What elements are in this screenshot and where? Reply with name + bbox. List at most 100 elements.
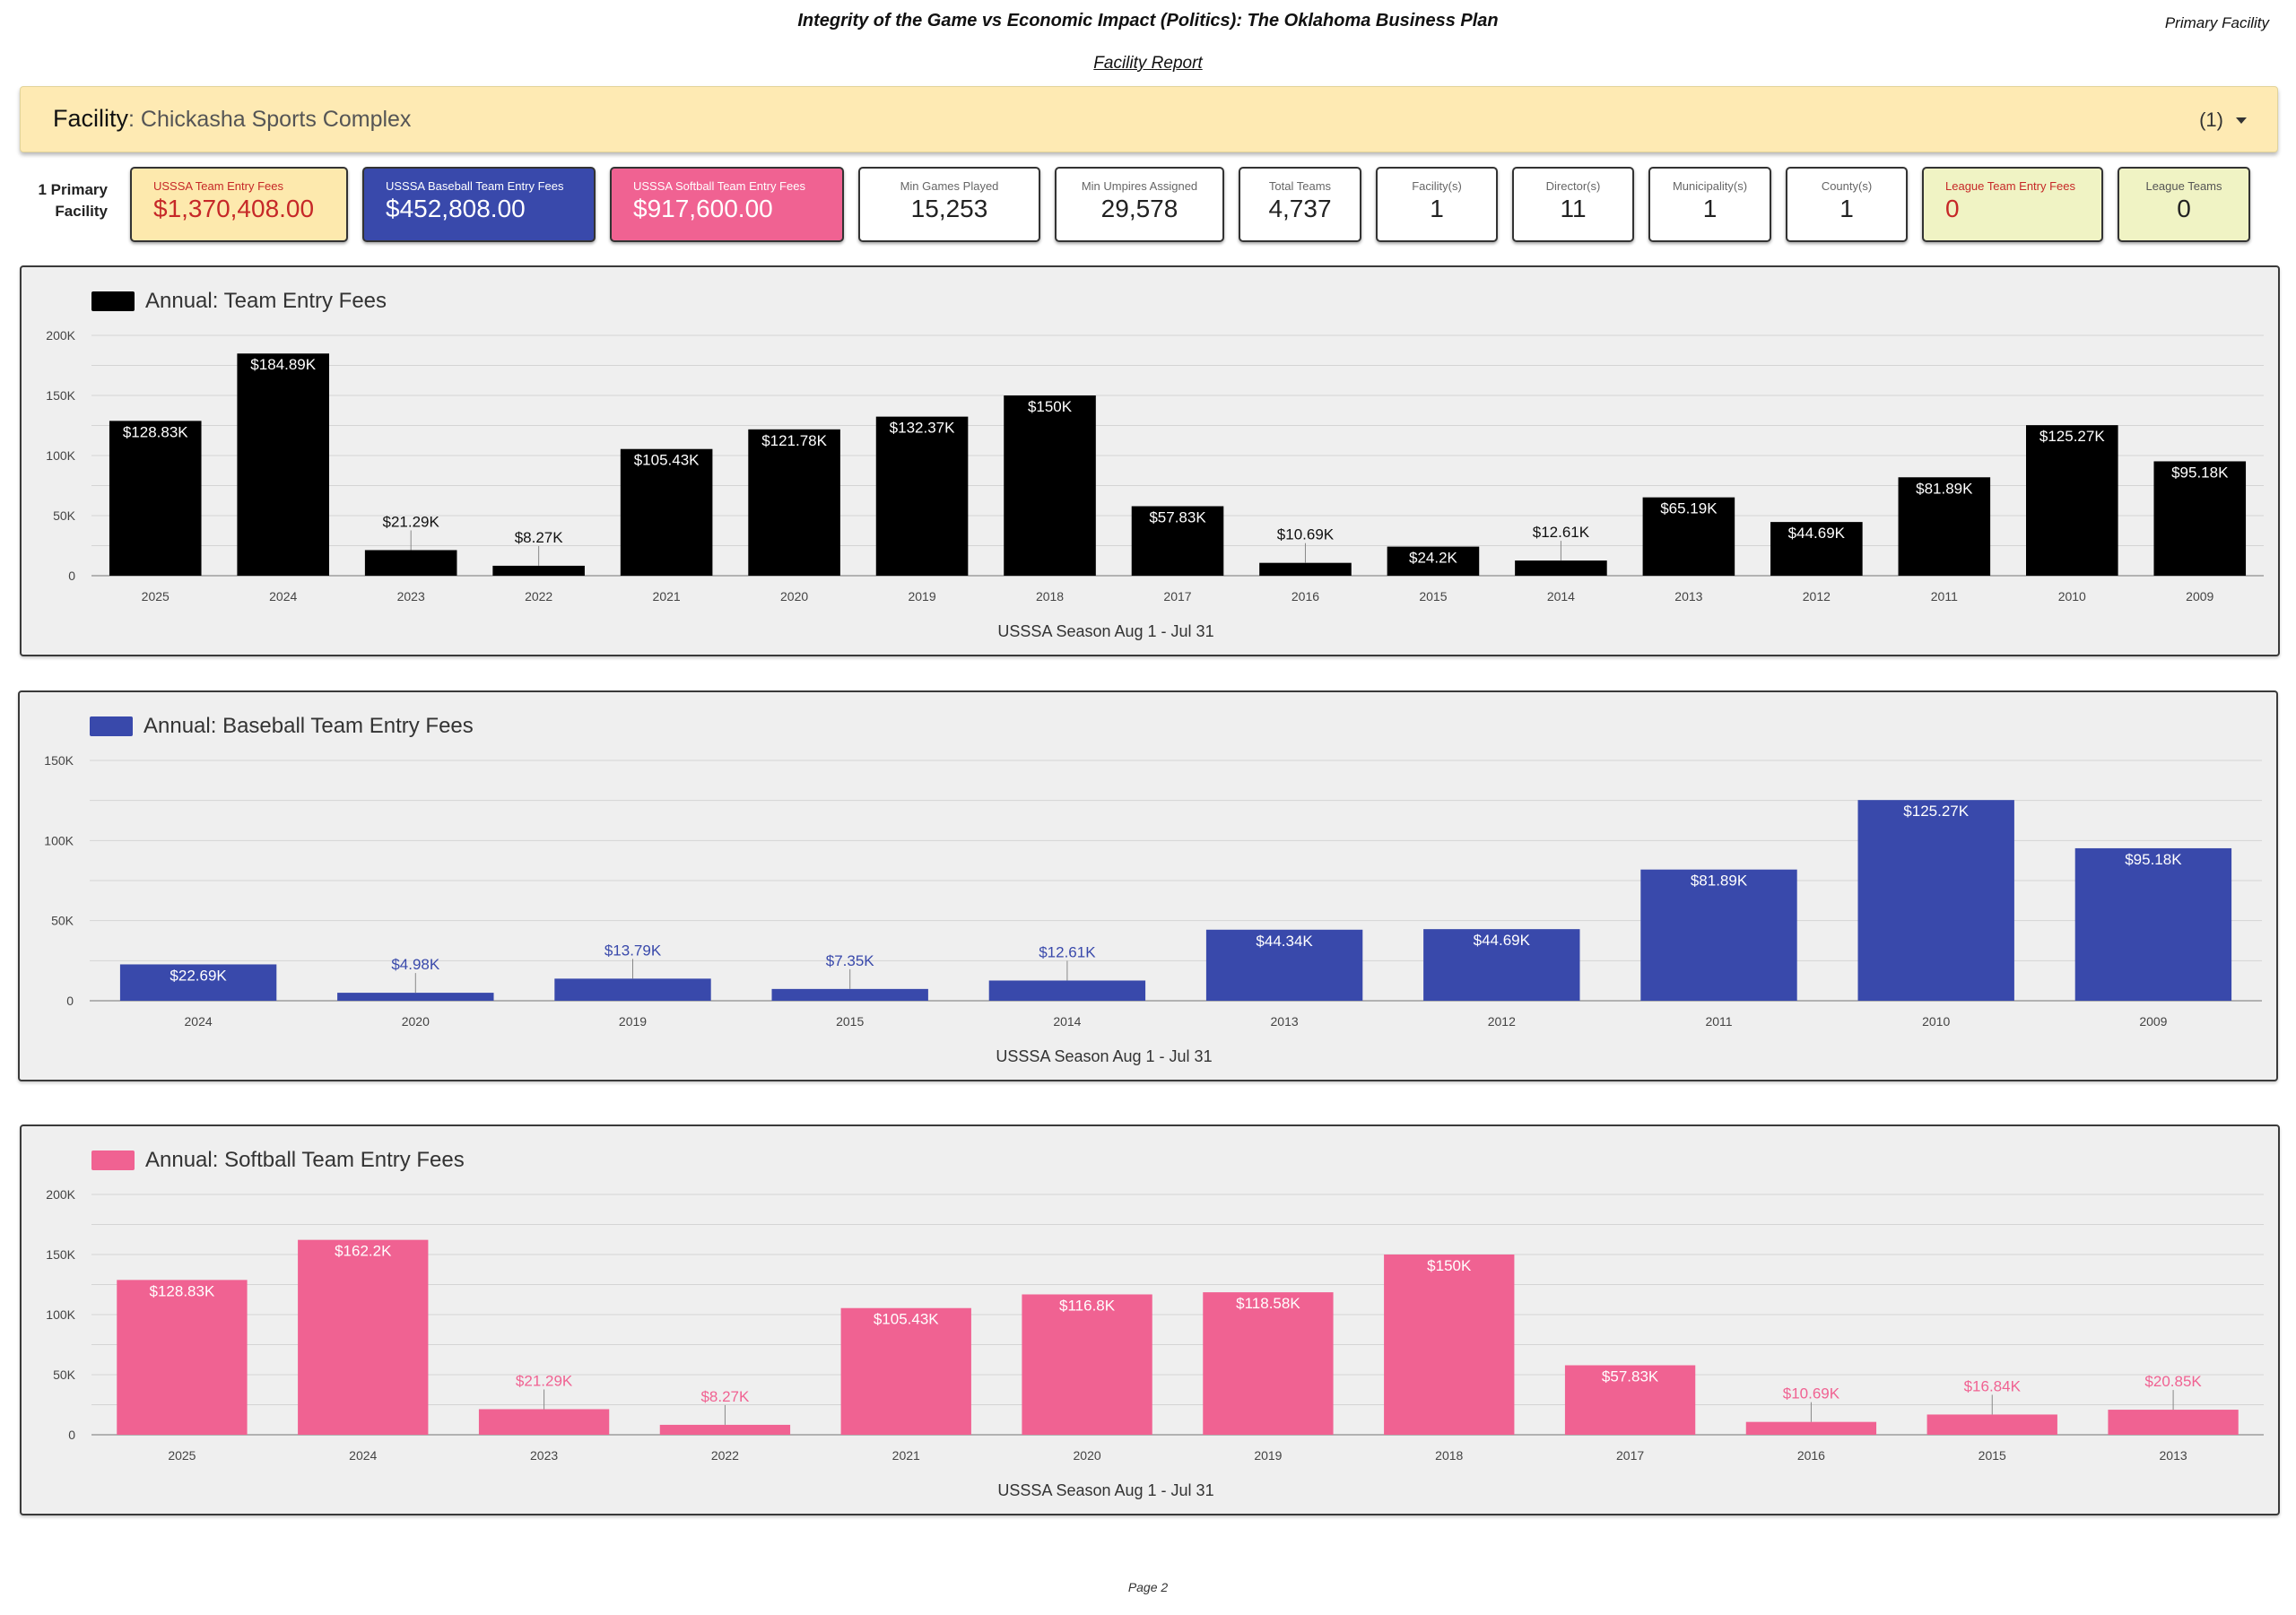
kpi-title: Min Games Played	[900, 179, 999, 193]
bar[interactable]	[237, 353, 329, 576]
bar[interactable]	[364, 550, 457, 576]
kpi-card-min-games-played: Min Games Played 15,253	[858, 167, 1040, 242]
x-axis-title: USSSA Season Aug 1 - Jul 31	[997, 622, 1213, 640]
facility-count[interactable]: (1)	[2199, 109, 2247, 132]
bar[interactable]	[2108, 1410, 2239, 1435]
y-tick-label: 150K	[46, 388, 75, 403]
bar[interactable]	[117, 1280, 248, 1435]
x-tick-label: 2013	[1271, 1014, 1299, 1029]
bar[interactable]	[659, 1424, 791, 1435]
x-tick-label: 2011	[1705, 1014, 1732, 1029]
kpi-value: 1	[1839, 195, 1854, 222]
bar[interactable]	[492, 565, 585, 576]
data-label: $10.69K	[1277, 526, 1335, 543]
bar[interactable]	[1564, 1365, 1696, 1435]
chart-title: Annual: Softball Team Entry Fees	[145, 1148, 465, 1172]
kpi-value: 29,578	[1100, 195, 1178, 222]
x-tick-label: 2021	[892, 1448, 920, 1463]
y-tick-label: 100K	[46, 448, 75, 463]
data-label: $150K	[1427, 1257, 1472, 1274]
bar[interactable]	[1022, 1294, 1152, 1435]
y-tick-label: 100K	[44, 833, 74, 847]
bar[interactable]	[2026, 425, 2118, 576]
data-label: $8.27K	[700, 1388, 750, 1405]
chevron-down-icon[interactable]	[2236, 117, 2247, 124]
x-tick-label: 2012	[1803, 589, 1831, 603]
bar[interactable]	[840, 1307, 971, 1435]
bar[interactable]	[1423, 929, 1580, 1001]
data-label: $44.69K	[1474, 932, 1531, 949]
bar[interactable]	[988, 980, 1146, 1001]
chart-team-entry-fees: 0 50K 100K 150K 200K $128.83K 2025 $184.89K 2024…	[46, 328, 2264, 640]
data-label: $125.27K	[2039, 428, 2105, 445]
bar[interactable]	[1205, 929, 1363, 1001]
x-tick-label: 2014	[1053, 1014, 1081, 1029]
kpi-value: 1	[1430, 195, 1444, 222]
chart-legend: Annual: Softball Team Entry Fees	[91, 1148, 465, 1173]
x-tick-label: 2010	[1922, 1014, 1950, 1029]
bar[interactable]	[748, 429, 840, 576]
report-corner-label: Primary Facility	[2164, 14, 2269, 31]
x-tick-label: 2010	[2058, 589, 2086, 603]
bar[interactable]	[1515, 560, 1607, 576]
bar[interactable]	[1857, 800, 2014, 1001]
x-tick-label: 2016	[1797, 1448, 1825, 1463]
bar[interactable]	[337, 993, 494, 1001]
facility-selector[interactable]: Facility: Chickasha Sports Complex (1)	[20, 86, 2278, 152]
chart-panel-team-entry-fees: Annual: Team Entry Fees 0 50K 100K 150K 200K…	[20, 265, 2280, 656]
bar[interactable]	[771, 988, 928, 1001]
bar[interactable]	[119, 964, 277, 1001]
kpi-title: League Teams	[2145, 179, 2222, 193]
y-tick-label: 100K	[46, 1307, 75, 1322]
x-tick-label: 2025	[168, 1448, 196, 1463]
chart-legend: Annual: Baseball Team Entry Fees	[90, 714, 474, 739]
x-tick-label: 2023	[397, 589, 425, 603]
bar[interactable]	[1203, 1292, 1334, 1435]
chart-title: Annual: Baseball Team Entry Fees	[144, 714, 474, 738]
data-label: $12.61K	[1533, 524, 1590, 541]
kpi-card-directors: Director(s) 11	[1512, 167, 1634, 242]
bar[interactable]	[2074, 847, 2232, 1001]
bar[interactable]	[1131, 506, 1224, 576]
x-tick-label: 2020	[780, 589, 808, 603]
bar[interactable]	[1642, 497, 1735, 576]
x-tick-label: 2015	[836, 1014, 864, 1029]
x-tick-label: 2014	[1547, 589, 1575, 603]
x-tick-label: 2009	[2186, 589, 2213, 603]
bar[interactable]	[554, 978, 711, 1001]
bar[interactable]	[1770, 522, 1863, 576]
bar[interactable]	[875, 416, 969, 576]
x-tick-label: 2020	[1074, 1448, 1101, 1463]
data-label: $105.43K	[634, 452, 700, 469]
x-tick-label: 2015	[1419, 589, 1447, 603]
bar[interactable]	[1898, 477, 1991, 576]
data-label: $150K	[1028, 398, 1073, 415]
chart-baseball-team-entry-fees: 0 50K 100K 150K $22.69K 2024 $4.98K 2020 $13.79K…	[44, 753, 2262, 1065]
data-label: $128.83K	[123, 423, 188, 440]
x-tick-label: 2013	[2160, 1448, 2187, 1463]
bar[interactable]	[109, 421, 202, 576]
bar[interactable]	[1004, 395, 1096, 576]
kpi-card-league-team-entry-fees: League Team Entry Fees 0	[1922, 167, 2103, 242]
bar[interactable]	[478, 1409, 610, 1435]
x-tick-label: 2016	[1292, 589, 1319, 603]
data-label: $162.2K	[335, 1243, 392, 1260]
report-title: Integrity of the Game vs Economic Impact…	[797, 11, 1499, 30]
bar[interactable]	[1387, 546, 1480, 576]
bar[interactable]	[1745, 1421, 1877, 1435]
x-axis-title: USSSA Season Aug 1 - Jul 31	[996, 1047, 1212, 1065]
bar[interactable]	[1640, 869, 1797, 1001]
bar[interactable]	[1259, 562, 1352, 576]
x-tick-label: 2013	[1674, 589, 1702, 603]
bar[interactable]	[1384, 1255, 1515, 1435]
bar[interactable]	[1926, 1414, 2057, 1435]
data-label: $118.58K	[1236, 1295, 1300, 1312]
bar[interactable]	[298, 1239, 429, 1435]
data-label: $12.61K	[1039, 943, 1096, 960]
chart-panel-softball-team-entry-fees: Annual: Softball Team Entry Fees 0 50K 100…	[20, 1124, 2280, 1515]
kpi-card-softball-team-entry-fees: USSSA Softball Team Entry Fees $917,600.…	[610, 167, 844, 242]
bar[interactable]	[2153, 461, 2247, 576]
bar[interactable]	[620, 448, 713, 576]
kpi-card-facilities: Facility(s) 1	[1376, 167, 1498, 242]
data-label: $4.98K	[391, 956, 440, 973]
